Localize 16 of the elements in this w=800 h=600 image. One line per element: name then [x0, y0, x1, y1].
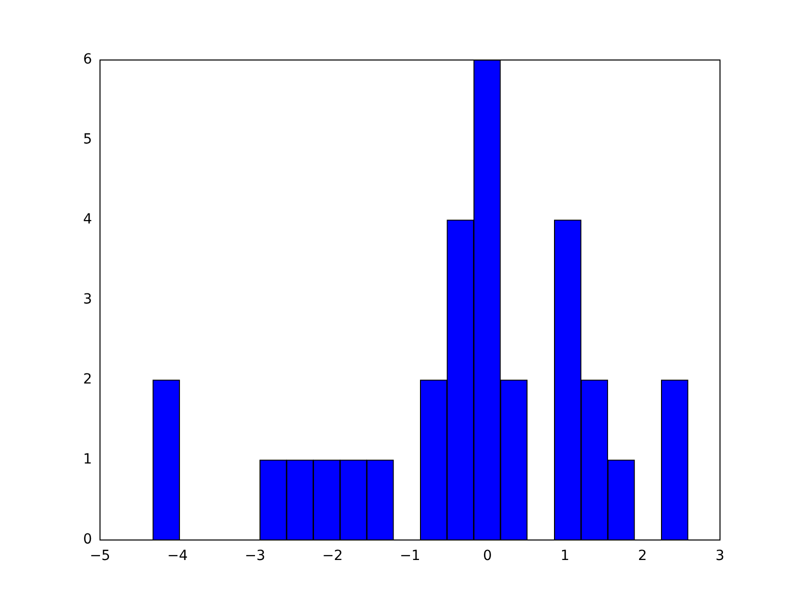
y-tick-label: 1 [83, 452, 92, 468]
x-tick-label: 2 [638, 548, 647, 564]
x-tick-label: −5 [90, 548, 110, 564]
x-tick-label: −3 [244, 548, 266, 564]
x-tick-label: 1 [560, 548, 570, 564]
x-tick-label: −4 [167, 548, 188, 564]
x-tick-label: 0 [483, 548, 492, 564]
y-tick-label: 5 [83, 132, 92, 148]
y-tick-label: 0 [83, 532, 92, 548]
y-tick-label: 6 [83, 52, 92, 68]
x-tick-label: 3 [716, 548, 724, 564]
y-tick-label: 2 [83, 372, 92, 388]
x-tick-label: −2 [322, 548, 343, 564]
y-tick-label: 4 [83, 212, 92, 228]
x-tick-label: −1 [400, 548, 420, 564]
y-tick-label: 3 [83, 292, 92, 308]
